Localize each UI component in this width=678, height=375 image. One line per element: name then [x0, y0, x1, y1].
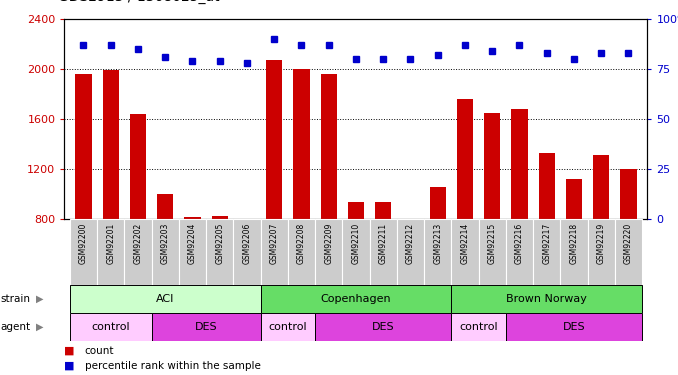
Bar — [184, 217, 201, 219]
Bar — [260, 313, 315, 341]
FancyBboxPatch shape — [615, 219, 642, 285]
Bar — [260, 285, 452, 313]
Bar — [321, 74, 337, 219]
FancyBboxPatch shape — [588, 219, 615, 285]
FancyBboxPatch shape — [152, 219, 179, 285]
FancyBboxPatch shape — [315, 219, 342, 285]
Bar — [129, 114, 146, 219]
Bar — [294, 69, 310, 219]
Text: GSM92218: GSM92218 — [570, 223, 578, 264]
Bar — [402, 219, 418, 222]
Bar — [375, 202, 391, 219]
FancyBboxPatch shape — [342, 219, 370, 285]
Bar — [593, 155, 610, 219]
FancyBboxPatch shape — [560, 219, 588, 285]
Bar — [348, 202, 364, 219]
FancyBboxPatch shape — [397, 219, 424, 285]
Text: GSM92203: GSM92203 — [161, 223, 170, 264]
FancyBboxPatch shape — [452, 219, 479, 285]
Bar — [565, 179, 582, 219]
Text: agent: agent — [1, 322, 31, 332]
Text: GSM92212: GSM92212 — [406, 223, 415, 264]
Text: DES: DES — [372, 322, 395, 332]
Text: ▶: ▶ — [35, 294, 43, 304]
FancyBboxPatch shape — [288, 219, 315, 285]
FancyBboxPatch shape — [479, 219, 506, 285]
Text: GSM92205: GSM92205 — [215, 223, 224, 264]
Text: control: control — [459, 322, 498, 332]
Text: strain: strain — [1, 294, 31, 304]
Text: ■: ■ — [64, 346, 75, 356]
FancyBboxPatch shape — [97, 219, 124, 285]
Text: GSM92209: GSM92209 — [324, 223, 333, 264]
Bar — [452, 313, 506, 341]
FancyBboxPatch shape — [533, 219, 560, 285]
Text: GSM92208: GSM92208 — [297, 223, 306, 264]
Bar — [315, 313, 452, 341]
Text: GSM92211: GSM92211 — [379, 223, 388, 264]
Bar — [212, 216, 228, 219]
Text: ■: ■ — [64, 360, 75, 370]
Bar — [452, 285, 642, 313]
Text: GSM92201: GSM92201 — [106, 223, 115, 264]
Bar — [457, 99, 473, 219]
Text: GSM92215: GSM92215 — [487, 223, 497, 264]
Text: GSM92204: GSM92204 — [188, 223, 197, 264]
Text: control: control — [268, 322, 307, 332]
Bar — [484, 113, 500, 219]
Text: ▶: ▶ — [35, 322, 43, 332]
Bar — [430, 187, 446, 219]
Text: GSM92207: GSM92207 — [270, 223, 279, 264]
Text: GSM92217: GSM92217 — [542, 223, 551, 264]
Text: control: control — [92, 322, 130, 332]
Text: GSM92220: GSM92220 — [624, 223, 633, 264]
Bar — [239, 219, 255, 220]
Bar — [70, 285, 260, 313]
FancyBboxPatch shape — [424, 219, 452, 285]
Bar — [506, 313, 642, 341]
Bar — [75, 74, 92, 219]
Text: GSM92219: GSM92219 — [597, 223, 605, 264]
Text: GSM92200: GSM92200 — [79, 223, 88, 264]
Text: GSM92216: GSM92216 — [515, 223, 524, 264]
Bar — [157, 194, 174, 219]
Bar — [511, 109, 527, 219]
Text: percentile rank within the sample: percentile rank within the sample — [85, 360, 260, 370]
Text: count: count — [85, 346, 115, 356]
Bar — [538, 153, 555, 219]
FancyBboxPatch shape — [70, 219, 97, 285]
Text: ACI: ACI — [156, 294, 174, 304]
Text: GSM92213: GSM92213 — [433, 223, 442, 264]
FancyBboxPatch shape — [124, 219, 152, 285]
Text: GSM92202: GSM92202 — [134, 223, 142, 264]
FancyBboxPatch shape — [233, 219, 260, 285]
Bar — [70, 313, 152, 341]
Text: GSM92214: GSM92214 — [460, 223, 469, 264]
Text: DES: DES — [195, 322, 218, 332]
Text: GSM92206: GSM92206 — [243, 223, 252, 264]
FancyBboxPatch shape — [370, 219, 397, 285]
FancyBboxPatch shape — [506, 219, 533, 285]
FancyBboxPatch shape — [179, 219, 206, 285]
FancyBboxPatch shape — [206, 219, 233, 285]
Text: GDS2913 / 1368025_at: GDS2913 / 1368025_at — [58, 0, 219, 4]
Bar — [266, 60, 282, 219]
Bar — [620, 169, 637, 219]
Bar — [152, 313, 260, 341]
Bar — [102, 70, 119, 219]
Text: GSM92210: GSM92210 — [351, 223, 361, 264]
Text: DES: DES — [563, 322, 585, 332]
FancyBboxPatch shape — [260, 219, 288, 285]
Text: Copenhagen: Copenhagen — [321, 294, 391, 304]
Text: Brown Norway: Brown Norway — [506, 294, 587, 304]
